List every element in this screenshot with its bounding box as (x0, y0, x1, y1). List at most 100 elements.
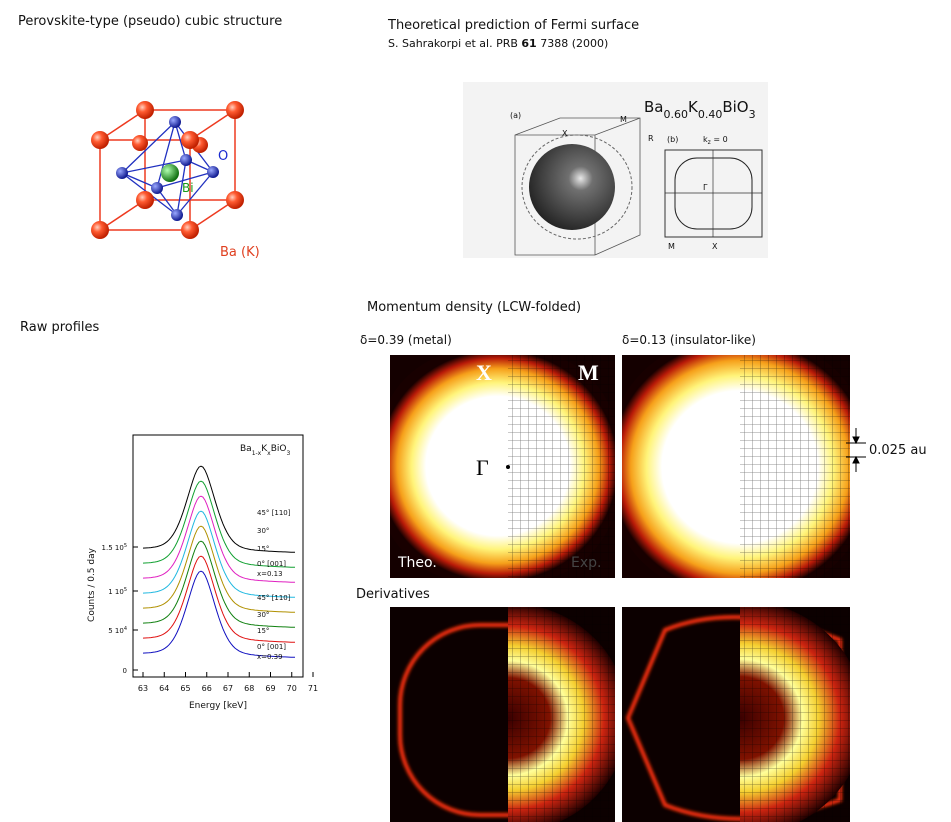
ba-atom (226, 101, 244, 119)
curve-label: 45° [110] (257, 509, 291, 517)
bi-atom (161, 164, 179, 182)
point-label: R (648, 134, 654, 143)
x-tick-label: 69 (265, 684, 275, 693)
point-label: Γ (703, 183, 708, 192)
metal-derivative (388, 603, 628, 822)
profiles-plot: Energy [keV] Counts / 0.5 day Ba1-xKxBiO… (87, 435, 318, 711)
x-label: Energy [keV] (189, 701, 247, 711)
panel-label: (b) (667, 135, 678, 144)
o-atom (151, 182, 163, 194)
o-atom (207, 166, 219, 178)
o-atom (171, 209, 183, 221)
citation: S. Sahrakorpi et al. PRB 61 7388 (2000) (388, 37, 608, 50)
y-tick-text: 5 10 (108, 627, 124, 635)
f: 0.40 (698, 108, 723, 121)
formula: Ba1-xKxBiO3 (240, 444, 290, 457)
page: Slide {"structure":{"title":"Perovskite-… (0, 0, 951, 822)
heading: Momentum density (LCW-folded) (367, 300, 581, 315)
point-label: X (712, 242, 718, 251)
x-tick-label: 70 (287, 684, 297, 693)
curve-label: x=0.39 (257, 653, 283, 661)
y-tick-exp: 5 (124, 587, 127, 593)
x-tick-label: 66 (202, 684, 212, 693)
y-tick-exp: 5 (124, 543, 127, 549)
y-tick-label: 0 (123, 667, 127, 675)
body: Perovskite-type (pseudo) cubic structure… (0, 0, 951, 822)
scale-label: 0.025 au (869, 443, 927, 458)
curve-label: 45° [110] (257, 594, 291, 602)
slide: Perovskite-type (pseudo) cubic structure… (0, 0, 951, 822)
point-label: X (476, 360, 492, 385)
y-tick-label: 1.5 105 (102, 543, 127, 552)
point-label: X (562, 129, 568, 138)
y-tick-text: 1.5 10 (102, 544, 124, 552)
fermi-sphere (529, 144, 615, 230)
insulator-density (610, 340, 870, 594)
curve-label: 15° (257, 545, 269, 553)
y-tick-exp: 4 (124, 626, 127, 632)
o-atom (180, 154, 192, 166)
x-tick-label: 64 (159, 684, 169, 693)
atom-label: Ba (K) (220, 245, 260, 260)
half-label: Exp. (571, 555, 601, 571)
heading: Theoretical prediction of Fermi surface (387, 18, 639, 33)
crystal-structure (91, 101, 244, 239)
x-tick-label: 68 (244, 684, 254, 693)
curve-label: 0° [001] (257, 560, 286, 568)
curve-label: 15° (257, 627, 269, 635)
ba-atom (132, 135, 148, 151)
x-tick-label: 63 (138, 684, 148, 693)
curve-label: 30° (257, 527, 269, 535)
curve-label: 30° (257, 611, 269, 619)
f: BiO (722, 98, 748, 116)
f: 1-x (252, 450, 262, 457)
y-label: Counts / 0.5 day (87, 547, 97, 622)
citation-text: 7388 (2000) (537, 37, 609, 50)
profile-curve (143, 481, 295, 567)
panel-title: δ=0.13 (insulator-like) (622, 333, 756, 347)
y-tick-text: 0 (123, 667, 127, 675)
insulator-derivative (615, 600, 865, 822)
profile-curve (143, 541, 295, 627)
ba-atom (181, 131, 199, 149)
point-label: M (668, 242, 675, 251)
ba-atom (91, 221, 109, 239)
heading: Raw profiles (20, 320, 100, 335)
ba-atom (136, 191, 154, 209)
citation-volume: 61 (521, 37, 536, 50)
o-atom (116, 167, 128, 179)
y-tick-label: 1 105 (108, 587, 127, 596)
x-tick-label: 71 (308, 684, 318, 693)
ba-atom (226, 191, 244, 209)
y-tick-label: 5 104 (108, 626, 127, 635)
f: 3 (286, 450, 290, 457)
panel-label: (a) (510, 111, 521, 120)
f: 0.60 (663, 108, 688, 121)
y-tick-text: 1 10 (108, 588, 124, 596)
gamma-point (506, 465, 510, 469)
x-tick-label: 67 (223, 684, 233, 693)
half-label: Theo. (397, 555, 437, 571)
f: Ba (644, 98, 663, 116)
profile-curve (143, 511, 295, 597)
fermi-figure: (a) (b) X M R kz = 0 Γ M X Ba0.60K0.40Bi… (463, 82, 768, 258)
atom-label: Bi (182, 181, 194, 195)
f: BiO (271, 444, 287, 454)
x-tick-label: 65 (180, 684, 190, 693)
point-label: M (620, 115, 627, 124)
citation-text: S. Sahrakorpi et al. PRB (388, 37, 521, 50)
curve-label: 0° [001] (257, 643, 286, 651)
ba-atom (91, 131, 109, 149)
heading: Derivatives (356, 587, 430, 602)
atom-label: O (218, 149, 228, 164)
o-atom (169, 116, 181, 128)
point-label: Γ (476, 455, 489, 480)
kz-eq: = 0 (711, 135, 728, 144)
f: 3 (749, 108, 756, 121)
ba-atom (181, 221, 199, 239)
ba-atom (136, 101, 154, 119)
point-label: M (578, 360, 599, 385)
heading: Perovskite-type (pseudo) cubic structure (18, 14, 282, 29)
panel-title: δ=0.39 (metal) (360, 333, 452, 347)
curve-label: x=0.13 (257, 570, 283, 578)
